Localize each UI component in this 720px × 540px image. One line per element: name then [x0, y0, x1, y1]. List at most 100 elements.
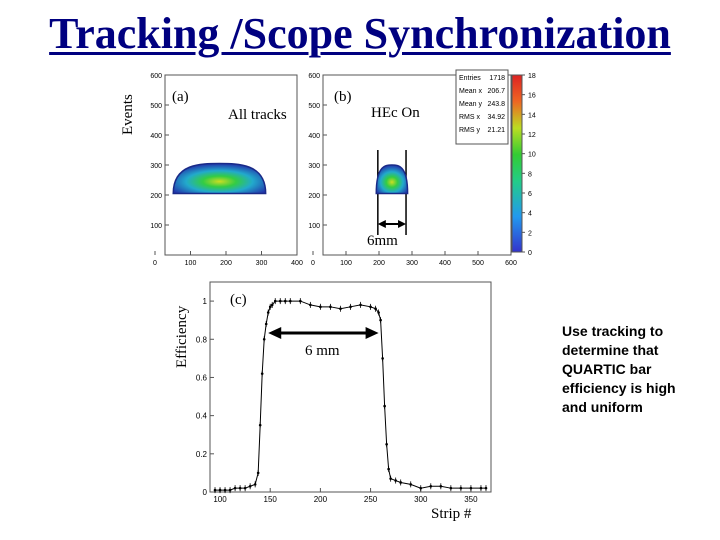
data-point — [379, 318, 382, 322]
stats-label: Mean y — [459, 101, 482, 108]
panel-b-arrowhead-left — [377, 220, 386, 228]
panel-c-frame — [209, 281, 492, 493]
data-point — [359, 303, 362, 307]
x-tick-label: 0 — [311, 260, 315, 267]
x-tick-label: 600 — [505, 260, 517, 267]
data-point — [299, 299, 302, 303]
stats-value: 206.7 — [487, 88, 505, 95]
y-tick-label: 400 — [308, 133, 320, 140]
x-tick-label: 0 — [153, 260, 157, 267]
y-tick-label: 200 — [308, 193, 320, 200]
x-tick-label: 400 — [439, 260, 451, 267]
colorbar-tick-label: 2 — [528, 230, 532, 237]
data-point — [339, 307, 342, 311]
stats-value: 243.8 — [487, 101, 505, 108]
colorbar-tick-label: 12 — [528, 132, 536, 139]
x-tick-label: 350 — [464, 495, 478, 504]
stats-label: RMS y — [459, 127, 481, 134]
panel-c-ylabel: Efficiency — [174, 305, 190, 368]
y-tick-label: 400 — [150, 133, 162, 140]
data-point — [381, 357, 384, 360]
data-point — [409, 483, 413, 486]
data-point — [256, 471, 260, 475]
y-tick-label: 600 — [308, 73, 320, 80]
data-point — [374, 307, 377, 311]
panel-a-label: (a) — [172, 89, 189, 105]
panel-a: (a) All tracks Events 100 200 300 400 500 600… — [120, 73, 303, 267]
data-point — [419, 486, 423, 490]
panel-a-ylabel: Events — [120, 94, 136, 135]
data-point — [260, 372, 264, 375]
data-point — [484, 486, 488, 490]
data-point — [262, 337, 266, 341]
y-tick-label: 0.6 — [196, 373, 208, 382]
slide-title: Tracking /Scope Synchronization — [49, 9, 671, 58]
data-point — [394, 479, 397, 482]
y-tick-label: 100 — [308, 223, 320, 230]
x-tick-label: 400 — [291, 260, 303, 267]
data-point — [253, 483, 257, 486]
colorbar-tick-label: 16 — [528, 93, 536, 100]
panel-c-y-ticks: 0 0.2 0.4 0.6 0.8 1 — [196, 297, 214, 497]
data-point — [429, 484, 433, 488]
data-point — [233, 486, 237, 490]
panel-b-heatmap-blob — [375, 164, 409, 195]
data-point — [449, 486, 453, 490]
panel-c: (c) Efficiency Strip # 0 0.2 0.4 0.6 0.8 1 1 0… — [174, 281, 492, 522]
data-point — [283, 299, 287, 303]
data-point — [268, 305, 272, 309]
data-point — [278, 299, 282, 303]
colorbar-tick-label: 18 — [528, 73, 536, 80]
y-tick-label: 500 — [308, 103, 320, 110]
x-tick-label: 200 — [373, 260, 385, 267]
data-point — [349, 305, 352, 309]
x-tick-label: 100 — [340, 260, 352, 267]
panel-c-points — [213, 298, 488, 494]
x-tick-label: 300 — [406, 260, 418, 267]
data-point — [399, 481, 402, 484]
colorbar-gradient — [511, 74, 523, 253]
panel-b-width-label: 6mm — [367, 233, 398, 249]
data-point — [223, 488, 227, 492]
y-tick-label: 300 — [150, 163, 162, 170]
y-tick-label: 200 — [150, 193, 162, 200]
y-tick-label: 300 — [308, 163, 320, 170]
x-tick-label: 500 — [472, 260, 484, 267]
panel-b-y-ticks: 100 200 300 400 500 600 — [308, 73, 327, 230]
data-point — [248, 484, 252, 488]
colorbar-tick-label: 14 — [528, 112, 536, 119]
panel-a-x-ticks: 0 100 200 300 400 — [153, 251, 303, 267]
x-tick-label: 150 — [264, 495, 278, 504]
x-tick-label: 300 — [414, 495, 428, 504]
data-point — [288, 299, 292, 303]
data-point — [479, 486, 483, 490]
data-point — [258, 423, 262, 427]
colorbar-tick-label: 10 — [528, 152, 536, 159]
data-point — [377, 311, 380, 314]
stats-value: 21.21 — [487, 127, 505, 134]
panel-c-arrowhead-right — [365, 327, 379, 339]
panel-c-arrowhead-left — [268, 327, 282, 339]
panel-a-y-ticks: 100 200 300 400 500 600 — [150, 73, 169, 230]
data-point — [218, 488, 222, 492]
data-point — [385, 442, 388, 446]
panel-a-heatmap-blob — [172, 162, 267, 195]
panel-c-width-label: 6 mm — [305, 343, 340, 359]
data-point — [309, 303, 312, 307]
panel-b-colorbar: 0 2 4 6 8 10 12 14 16 18 — [511, 73, 536, 257]
panel-b-x-ticks: 0 100 200 300 400 500 600 — [311, 251, 517, 267]
y-tick-label: 500 — [150, 103, 162, 110]
panel-c-label: (c) — [230, 292, 247, 308]
data-point — [459, 486, 463, 490]
data-point — [387, 467, 390, 471]
data-point — [264, 322, 268, 326]
stats-value: 34.92 — [487, 114, 505, 121]
panel-a-annotation: All tracks — [228, 107, 287, 123]
panel-b-label: (b) — [334, 89, 352, 105]
panel-c-xlabel: Strip # — [431, 506, 472, 522]
y-tick-label: 1 — [203, 297, 208, 306]
x-tick-label: 250 — [364, 495, 378, 504]
